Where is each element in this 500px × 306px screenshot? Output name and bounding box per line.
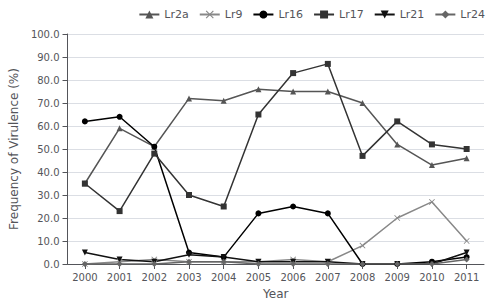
svg-text:Year: Year xyxy=(262,287,288,301)
svg-text:Frequency of Virulence (%): Frequency of Virulence (%) xyxy=(7,68,21,230)
svg-text:0.0: 0.0 xyxy=(44,259,60,270)
svg-text:2009: 2009 xyxy=(385,272,410,283)
svg-text:2010: 2010 xyxy=(419,272,444,283)
svg-text:Lr24: Lr24 xyxy=(460,8,485,21)
svg-text:2003: 2003 xyxy=(176,272,201,283)
svg-text:Lr17: Lr17 xyxy=(339,8,364,21)
svg-text:2002: 2002 xyxy=(142,272,167,283)
svg-text:70.0: 70.0 xyxy=(37,98,59,109)
svg-text:2011: 2011 xyxy=(454,272,479,283)
svg-text:2007: 2007 xyxy=(315,272,340,283)
svg-text:2005: 2005 xyxy=(246,272,271,283)
svg-text:30.0: 30.0 xyxy=(37,190,59,201)
svg-text:10.0: 10.0 xyxy=(37,236,59,247)
svg-text:2004: 2004 xyxy=(211,272,236,283)
svg-text:2001: 2001 xyxy=(107,272,132,283)
svg-text:Lr21: Lr21 xyxy=(400,8,425,21)
svg-text:20.0: 20.0 xyxy=(37,213,59,224)
svg-text:90.0: 90.0 xyxy=(37,52,59,63)
svg-text:100.0: 100.0 xyxy=(31,29,60,40)
svg-text:40.0: 40.0 xyxy=(37,167,59,178)
svg-text:2000: 2000 xyxy=(72,272,97,283)
svg-text:50.0: 50.0 xyxy=(37,144,59,155)
svg-text:60.0: 60.0 xyxy=(37,121,59,132)
svg-text:Lr16: Lr16 xyxy=(278,8,303,21)
svg-text:Lr2a: Lr2a xyxy=(164,8,188,21)
svg-text:80.0: 80.0 xyxy=(37,75,59,86)
svg-text:Lr9: Lr9 xyxy=(225,8,243,21)
svg-text:2006: 2006 xyxy=(280,272,305,283)
svg-text:2008: 2008 xyxy=(350,272,375,283)
